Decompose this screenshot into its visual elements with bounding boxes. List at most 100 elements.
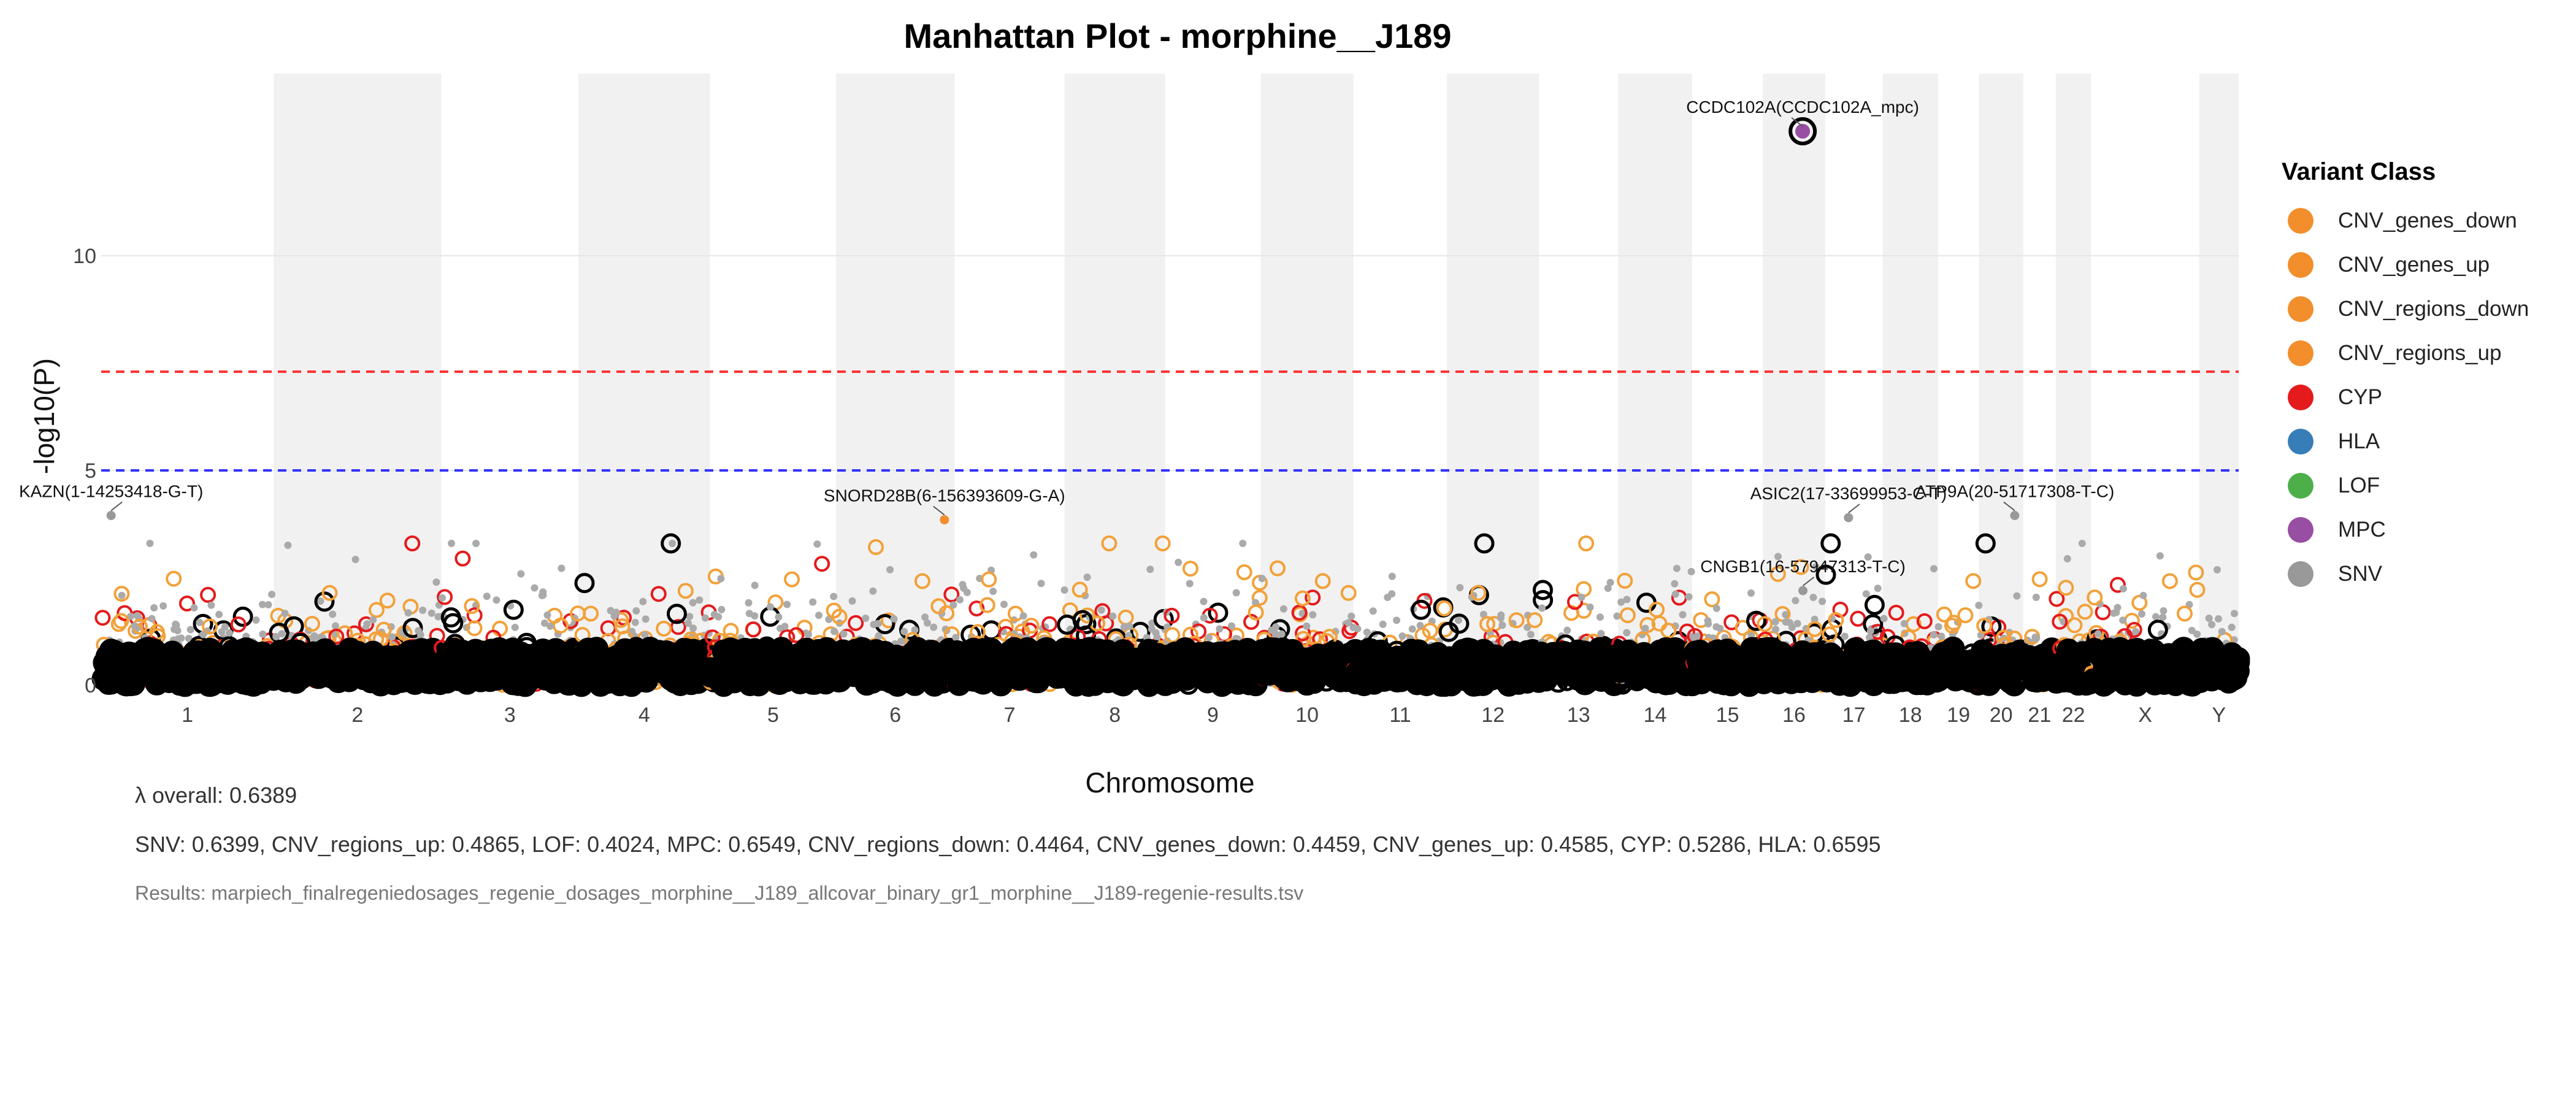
cnv-point (2123, 613, 2140, 629)
baseline-point (478, 649, 502, 673)
snv-point (1363, 628, 1371, 636)
baseline-point (1936, 640, 1960, 664)
snv-point (2112, 608, 2120, 616)
cnv-point (2031, 571, 2048, 588)
cyp-point (230, 616, 247, 633)
data-points (91, 533, 2250, 697)
cnv-point (140, 618, 156, 634)
snv-point (1862, 590, 1870, 598)
baseline-point (604, 664, 629, 688)
snv-point (148, 615, 156, 623)
cyp-point (454, 550, 471, 567)
cnv-point (552, 617, 569, 634)
snv-point (1030, 551, 1038, 559)
baseline-point (1680, 672, 1704, 697)
cnv-point (113, 586, 130, 602)
chromosome-bands (274, 74, 2239, 685)
snv-point (840, 630, 848, 638)
baseline-point (1399, 638, 1424, 663)
cnv-point (1578, 535, 1595, 551)
chrom-band-Y (2199, 74, 2239, 685)
cnv-point (321, 585, 338, 601)
snv-point (781, 623, 789, 631)
snv-point (1938, 632, 1945, 640)
snv-point (805, 631, 813, 638)
snv-point (439, 594, 447, 602)
snv-point (766, 603, 774, 611)
snv-point (848, 597, 856, 605)
cnv-point (304, 616, 320, 632)
snv-point (1934, 623, 1942, 631)
cnv-point (166, 570, 182, 587)
baseline-point (672, 638, 696, 663)
snv-point (186, 626, 194, 634)
baseline-point (613, 638, 637, 662)
baseline-point (1116, 667, 1140, 692)
snv-point (1393, 616, 1401, 624)
baseline-point (402, 663, 426, 688)
snv-point (875, 632, 883, 640)
snv-point (1930, 631, 1938, 638)
snv-point (1152, 629, 1160, 637)
snv-point (1874, 585, 1882, 592)
baseline-point (1252, 643, 1277, 667)
snv-point (809, 598, 817, 606)
baseline-point (625, 669, 650, 693)
baseline-point (2022, 656, 2047, 681)
highlight-point (1864, 594, 1885, 615)
baseline-point (540, 652, 564, 677)
baseline-point (1689, 651, 1713, 675)
snv-point (1671, 580, 1679, 588)
snv-point (1577, 593, 1585, 601)
snv-point (1586, 604, 1594, 611)
snv-point (869, 587, 877, 595)
baseline-point (1215, 670, 1240, 694)
cnv-point (1236, 564, 1252, 581)
baseline-point (770, 662, 794, 687)
snv-point (531, 584, 539, 592)
snv-point (218, 628, 226, 636)
cnv-point (1965, 573, 1982, 589)
snv-point (1613, 612, 1621, 620)
snv-point (1673, 564, 1681, 572)
cnv-point (1182, 561, 1198, 577)
cnv-point (2161, 573, 2178, 589)
snv-point (150, 604, 158, 612)
baseline-point (1095, 665, 1119, 690)
snv-point (701, 614, 709, 622)
baseline-point (108, 650, 132, 675)
snv-point (1278, 630, 1286, 638)
snv-point (1563, 626, 1571, 634)
cnv-point (379, 592, 396, 609)
snv-point (1900, 619, 1908, 627)
baseline-point (280, 639, 304, 664)
snv-point (751, 581, 759, 589)
snv-point (1771, 618, 1779, 626)
baseline-point (1769, 643, 1793, 668)
baseline-point (1977, 672, 2001, 696)
snv-point (696, 596, 703, 604)
snv-point (1388, 590, 1396, 598)
highlight-point (2147, 619, 2168, 640)
baseline-point (951, 660, 975, 684)
cnv-point (784, 571, 800, 588)
baseline-point (569, 671, 593, 696)
snv-point (543, 611, 551, 619)
snv-point (1019, 612, 1027, 620)
snv-point (2152, 613, 2160, 621)
snv-point (1930, 565, 1938, 573)
snv-point (1687, 568, 1695, 576)
snv-point (331, 622, 339, 630)
snv-point (1097, 606, 1105, 614)
snv-point (1175, 558, 1183, 566)
cyp-point (814, 556, 830, 572)
cyp-point (745, 621, 762, 638)
snv-point (631, 618, 639, 626)
snv-point (1000, 600, 1008, 608)
snv-point (684, 619, 692, 627)
baseline-point (2053, 649, 2077, 673)
snv-point (960, 585, 968, 592)
snv-point (1109, 612, 1117, 620)
snv-point (483, 592, 491, 600)
